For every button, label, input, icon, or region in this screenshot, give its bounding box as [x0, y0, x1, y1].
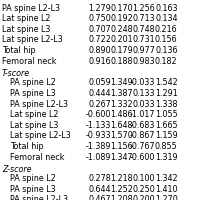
Text: 1.486: 1.486 — [110, 110, 133, 119]
Text: 1.279: 1.279 — [88, 4, 111, 13]
Text: 0.444: 0.444 — [89, 89, 111, 98]
Text: -1.389: -1.389 — [86, 142, 111, 151]
Text: 0.750: 0.750 — [88, 14, 111, 23]
Text: 0.156: 0.156 — [155, 35, 178, 44]
Text: PA spine L2: PA spine L2 — [10, 174, 56, 183]
Text: 0.467: 0.467 — [88, 195, 111, 200]
Text: 0.890: 0.890 — [88, 46, 111, 55]
Text: 0.170: 0.170 — [110, 4, 133, 13]
Text: 1.256: 1.256 — [132, 4, 155, 13]
Text: 1.156: 1.156 — [110, 142, 133, 151]
Text: -0.933: -0.933 — [86, 131, 111, 140]
Text: 0.731: 0.731 — [132, 35, 155, 44]
Text: -0.600: -0.600 — [130, 153, 155, 162]
Text: -1.017: -1.017 — [130, 110, 155, 119]
Text: 0.163: 0.163 — [155, 4, 178, 13]
Text: 1.291: 1.291 — [155, 89, 178, 98]
Text: 0.722: 0.722 — [88, 35, 111, 44]
Text: 1.218: 1.218 — [110, 174, 133, 183]
Text: 0.748: 0.748 — [132, 25, 155, 34]
Text: 0.278: 0.278 — [88, 174, 111, 183]
Text: Lat spine L2-L3: Lat spine L2-L3 — [2, 35, 63, 44]
Text: 0.977: 0.977 — [132, 46, 155, 55]
Text: 1.252: 1.252 — [110, 185, 133, 194]
Text: 1.208: 1.208 — [110, 195, 133, 200]
Text: 1.332: 1.332 — [110, 100, 133, 109]
Text: 1.648: 1.648 — [110, 121, 133, 130]
Text: 0.133: 0.133 — [132, 89, 155, 98]
Text: 1.542: 1.542 — [155, 78, 178, 87]
Text: 0.250: 0.250 — [132, 185, 155, 194]
Text: 1.159: 1.159 — [155, 131, 178, 140]
Text: 0.100: 0.100 — [132, 174, 155, 183]
Text: 0.179: 0.179 — [110, 46, 133, 55]
Text: Lat spine L2-L3: Lat spine L2-L3 — [10, 131, 71, 140]
Text: Femoral neck: Femoral neck — [2, 57, 57, 66]
Text: 0.136: 0.136 — [155, 46, 178, 55]
Text: -0.867: -0.867 — [130, 131, 155, 140]
Text: 0.200: 0.200 — [132, 195, 155, 200]
Text: T-score: T-score — [2, 69, 30, 78]
Text: 0.188: 0.188 — [110, 57, 133, 66]
Text: 0.644: 0.644 — [89, 185, 111, 194]
Text: 1.270: 1.270 — [155, 195, 178, 200]
Text: -0.767: -0.767 — [129, 142, 155, 151]
Text: 0.216: 0.216 — [155, 25, 178, 34]
Text: 1.338: 1.338 — [155, 100, 178, 109]
Text: 1.410: 1.410 — [155, 185, 178, 194]
Text: 1.347: 1.347 — [110, 153, 133, 162]
Text: PA spine L3: PA spine L3 — [10, 89, 56, 98]
Text: Lat spine L3: Lat spine L3 — [10, 121, 58, 130]
Text: 0.248: 0.248 — [110, 25, 133, 34]
Text: Lat spine L3: Lat spine L3 — [2, 25, 50, 34]
Text: 0.182: 0.182 — [155, 57, 178, 66]
Text: 0.134: 0.134 — [155, 14, 178, 23]
Text: 0.707: 0.707 — [88, 25, 111, 34]
Text: -1.133: -1.133 — [86, 121, 111, 130]
Text: 1.349: 1.349 — [110, 78, 133, 87]
Text: -0.600: -0.600 — [86, 110, 111, 119]
Text: 0.855: 0.855 — [155, 142, 178, 151]
Text: 0.916: 0.916 — [88, 57, 111, 66]
Text: 0.192: 0.192 — [110, 14, 133, 23]
Text: 1.319: 1.319 — [155, 153, 178, 162]
Text: Lat spine L2: Lat spine L2 — [10, 110, 58, 119]
Text: Z-score: Z-score — [2, 165, 32, 174]
Text: 0.713: 0.713 — [132, 14, 155, 23]
Text: -1.089: -1.089 — [86, 153, 111, 162]
Text: PA spine L2-L3: PA spine L2-L3 — [10, 100, 68, 109]
Text: Femoral neck: Femoral neck — [10, 153, 64, 162]
Text: 0.033: 0.033 — [132, 100, 155, 109]
Text: PA spine L3: PA spine L3 — [10, 185, 56, 194]
Text: Total hip: Total hip — [2, 46, 36, 55]
Text: PA spine L2-L3: PA spine L2-L3 — [2, 4, 60, 13]
Text: Lat spine L2: Lat spine L2 — [2, 14, 50, 23]
Text: Total hip: Total hip — [10, 142, 44, 151]
Text: 1.387: 1.387 — [110, 89, 133, 98]
Text: -0.033: -0.033 — [130, 78, 155, 87]
Text: 1.570: 1.570 — [110, 131, 133, 140]
Text: PA spine L2-L3: PA spine L2-L3 — [10, 195, 68, 200]
Text: 0.201: 0.201 — [110, 35, 133, 44]
Text: 0.059: 0.059 — [88, 78, 111, 87]
Text: 0.267: 0.267 — [88, 100, 111, 109]
Text: 1.055: 1.055 — [155, 110, 178, 119]
Text: 1.342: 1.342 — [155, 174, 178, 183]
Text: 1.665: 1.665 — [155, 121, 178, 130]
Text: PA spine L2: PA spine L2 — [10, 78, 56, 87]
Text: -0.683: -0.683 — [130, 121, 155, 130]
Text: 0.983: 0.983 — [132, 57, 155, 66]
